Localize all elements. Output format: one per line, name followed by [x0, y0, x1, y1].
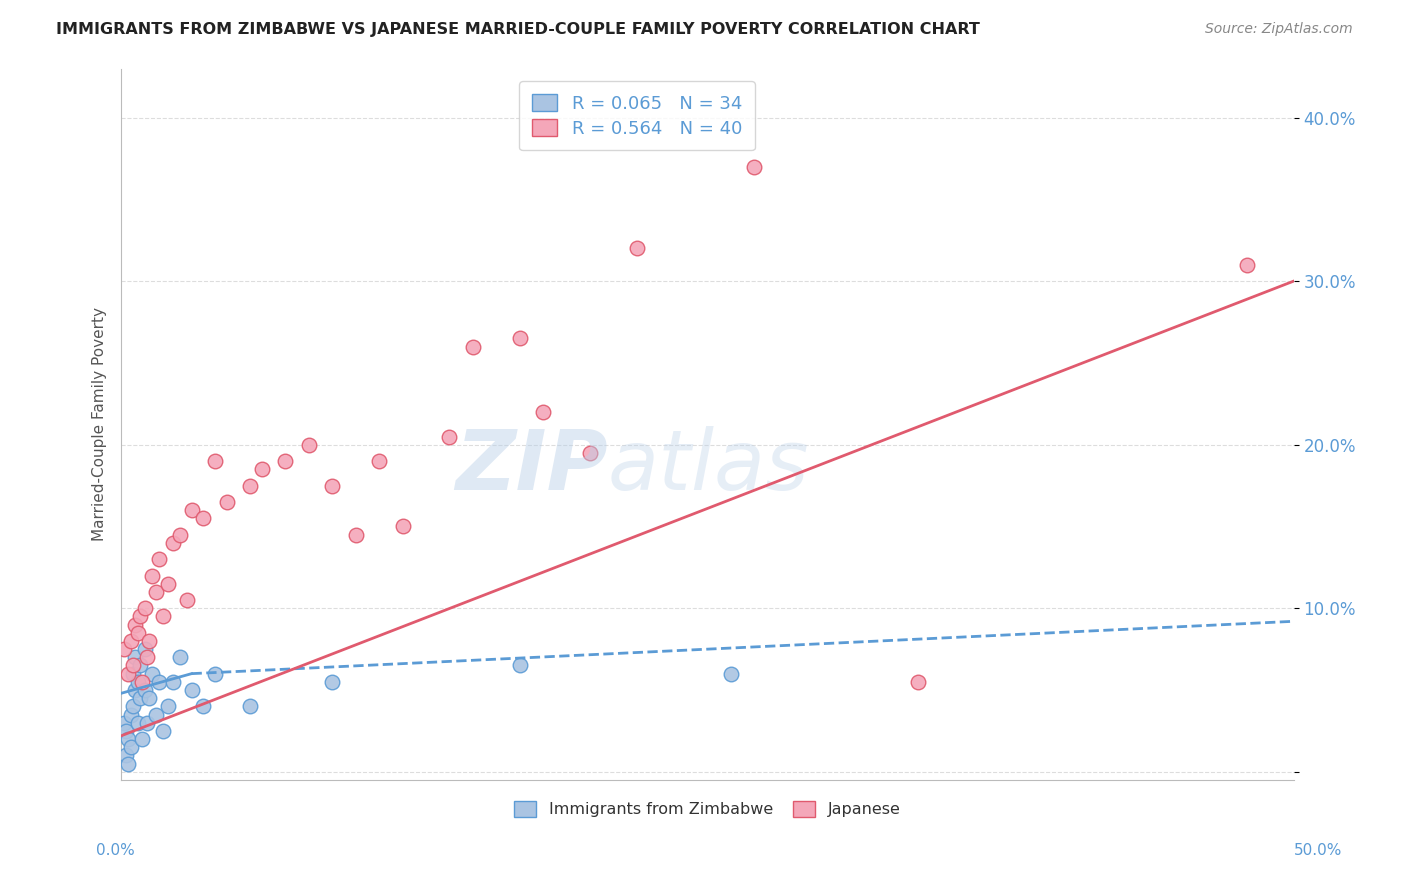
- Point: [122, 699, 145, 714]
- Point: [239, 699, 262, 714]
- Point: [145, 585, 167, 599]
- Point: [509, 331, 531, 345]
- Point: [368, 454, 391, 468]
- Point: [134, 642, 156, 657]
- Point: [131, 732, 153, 747]
- Point: [138, 691, 160, 706]
- Point: [176, 593, 198, 607]
- Point: [274, 454, 297, 468]
- Point: [122, 658, 145, 673]
- Point: [509, 658, 531, 673]
- Point: [152, 723, 174, 738]
- Point: [141, 666, 163, 681]
- Point: [169, 527, 191, 541]
- Point: [579, 446, 602, 460]
- Point: [117, 666, 139, 681]
- Point: [131, 674, 153, 689]
- Point: [152, 609, 174, 624]
- Point: [1236, 258, 1258, 272]
- Point: [626, 242, 648, 256]
- Point: [124, 617, 146, 632]
- Text: atlas: atlas: [607, 426, 810, 508]
- Point: [134, 601, 156, 615]
- Point: [141, 568, 163, 582]
- Point: [907, 674, 929, 689]
- Point: [117, 732, 139, 747]
- Point: [115, 723, 138, 738]
- Point: [162, 536, 184, 550]
- Point: [250, 462, 273, 476]
- Point: [321, 478, 343, 492]
- Point: [138, 634, 160, 648]
- Point: [124, 650, 146, 665]
- Point: [180, 503, 202, 517]
- Point: [461, 340, 484, 354]
- Point: [134, 683, 156, 698]
- Point: [129, 691, 152, 706]
- Point: [193, 511, 215, 525]
- Text: Source: ZipAtlas.com: Source: ZipAtlas.com: [1205, 22, 1353, 37]
- Point: [122, 666, 145, 681]
- Point: [112, 715, 135, 730]
- Point: [321, 674, 343, 689]
- Point: [391, 519, 413, 533]
- Point: [127, 715, 149, 730]
- Point: [129, 609, 152, 624]
- Text: IMMIGRANTS FROM ZIMBABWE VS JAPANESE MARRIED-COUPLE FAMILY POVERTY CORRELATION C: IMMIGRANTS FROM ZIMBABWE VS JAPANESE MAR…: [56, 22, 980, 37]
- Point: [744, 160, 766, 174]
- Text: ZIP: ZIP: [456, 426, 607, 508]
- Y-axis label: Married-Couple Family Poverty: Married-Couple Family Poverty: [93, 307, 107, 541]
- Point: [193, 699, 215, 714]
- Point: [136, 650, 159, 665]
- Text: 50.0%: 50.0%: [1295, 843, 1343, 858]
- Point: [169, 650, 191, 665]
- Legend: Immigrants from Zimbabwe, Japanese: Immigrants from Zimbabwe, Japanese: [506, 793, 908, 825]
- Point: [120, 740, 142, 755]
- Point: [136, 715, 159, 730]
- Point: [204, 666, 226, 681]
- Point: [148, 674, 170, 689]
- Point: [162, 674, 184, 689]
- Point: [344, 527, 367, 541]
- Point: [720, 666, 742, 681]
- Point: [157, 699, 180, 714]
- Point: [112, 642, 135, 657]
- Point: [117, 756, 139, 771]
- Point: [215, 495, 238, 509]
- Point: [239, 478, 262, 492]
- Point: [124, 683, 146, 698]
- Point: [127, 625, 149, 640]
- Point: [127, 674, 149, 689]
- Point: [204, 454, 226, 468]
- Text: 0.0%: 0.0%: [96, 843, 135, 858]
- Point: [120, 707, 142, 722]
- Point: [439, 429, 461, 443]
- Point: [129, 658, 152, 673]
- Point: [148, 552, 170, 566]
- Point: [115, 748, 138, 763]
- Point: [531, 405, 554, 419]
- Point: [157, 576, 180, 591]
- Point: [180, 683, 202, 698]
- Point: [120, 634, 142, 648]
- Point: [298, 438, 321, 452]
- Point: [145, 707, 167, 722]
